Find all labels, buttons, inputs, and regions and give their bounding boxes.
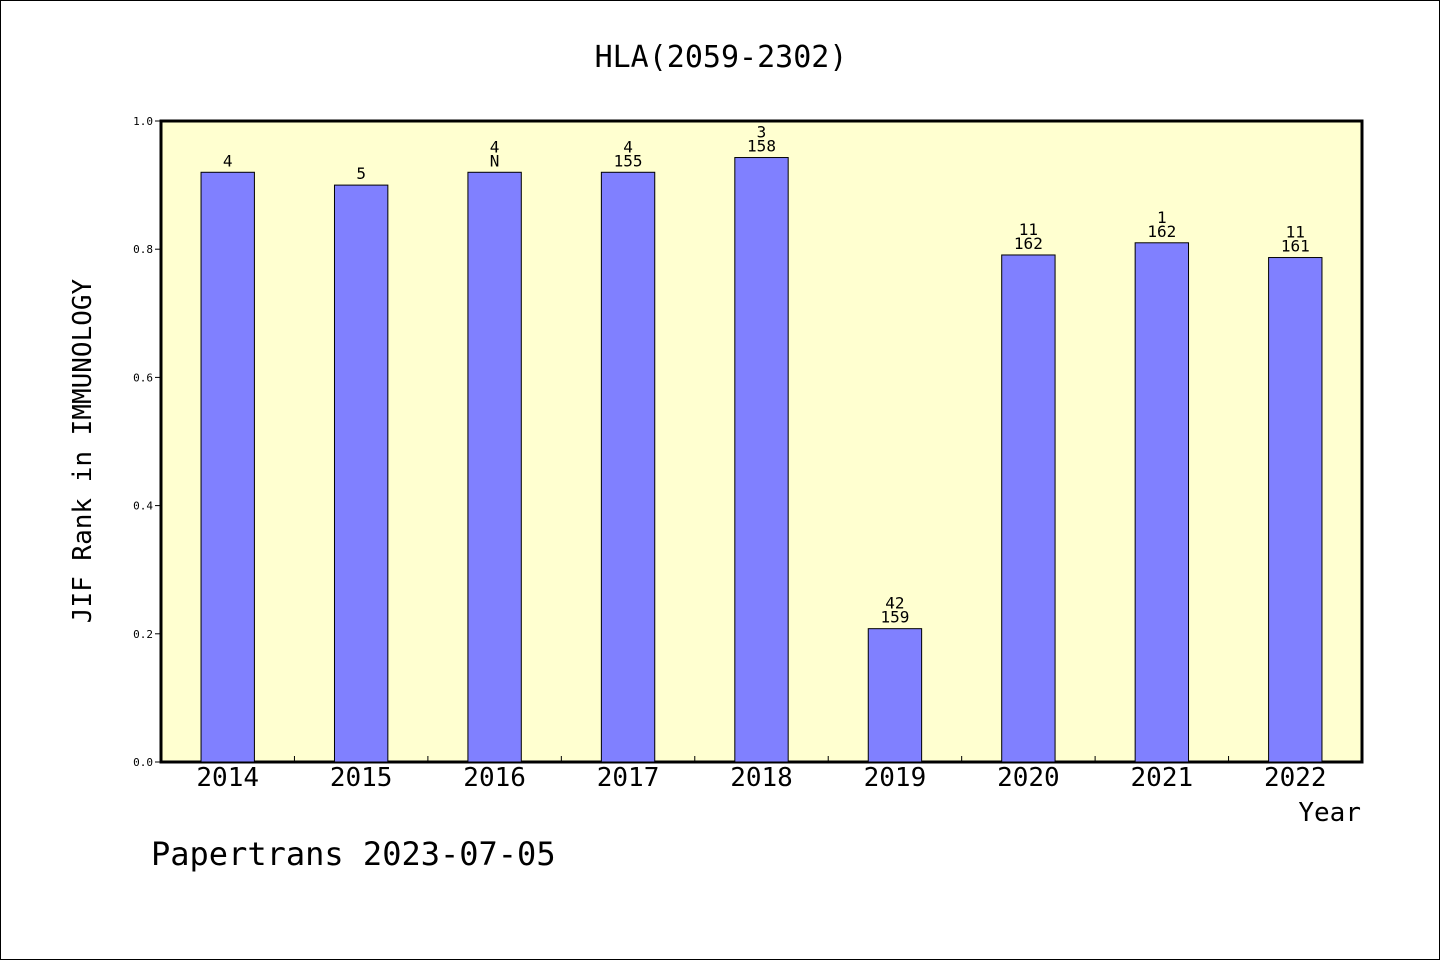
bar-value-label: 162 xyxy=(1014,234,1043,253)
y-tick-label: 0.6 xyxy=(133,371,153,384)
x-tick-label: 2020 xyxy=(997,763,1060,793)
x-tick-label: 2015 xyxy=(330,763,393,793)
y-tick-label: 0.8 xyxy=(133,243,153,256)
y-tick-label: 0.2 xyxy=(133,628,153,641)
x-tick-label: 2014 xyxy=(196,763,259,793)
bar-2014 xyxy=(200,171,255,763)
bar-value-label: 1 xyxy=(1157,208,1167,227)
bar-value-label: 4 xyxy=(623,137,633,156)
x-tick-label: 2018 xyxy=(730,763,793,793)
x-tick-label: 2016 xyxy=(463,763,526,793)
x-axis-label: Year xyxy=(1298,798,1361,828)
bar-value-label: 162 xyxy=(1147,222,1176,241)
bar-value-label: N xyxy=(490,151,500,170)
bar-value-label: 4 xyxy=(223,151,233,170)
y-axis: 0.0 0.2 0.4 0.6 0.8 1.0 xyxy=(133,115,161,769)
x-tick-label: 2021 xyxy=(1131,763,1194,793)
bar-value-label: 155 xyxy=(614,151,643,170)
bar-value-label: 161 xyxy=(1281,237,1310,256)
chart-title: HLA(2059-2302) xyxy=(595,40,848,75)
bar-value-label: 158 xyxy=(747,137,776,156)
x-tick-label: 2019 xyxy=(864,763,927,793)
bar-value-label: 4 xyxy=(490,137,500,156)
bar-2022 xyxy=(1268,257,1323,763)
x-tick-label: 2022 xyxy=(1264,763,1327,793)
footer-credit: Papertrans 2023-07-05 xyxy=(151,835,556,873)
y-axis-label: JIF Rank in IMMUNOLOGY xyxy=(68,278,98,623)
bar-value-label: 159 xyxy=(880,608,909,627)
bar-value-label: 11 xyxy=(1019,220,1038,239)
bar-2019 xyxy=(867,628,923,763)
y-tick-label: 1.0 xyxy=(133,115,153,128)
y-tick-label: 0.4 xyxy=(133,500,153,513)
y-tick-label: 0.0 xyxy=(133,756,153,769)
x-tick-label: 2017 xyxy=(597,763,660,793)
bar-value-label: 5 xyxy=(356,164,366,183)
bar-value-label: 3 xyxy=(757,123,767,142)
bar-2020 xyxy=(1001,254,1056,763)
x-axis: 2014 2015 2016 2017 2018 2019 2020 2021 2022 xyxy=(196,756,1327,793)
bar-2015 xyxy=(333,184,389,763)
bar-2021 xyxy=(1134,242,1190,763)
bar-2018 xyxy=(734,157,789,763)
bar-value-label: 42 xyxy=(885,594,904,613)
bar-2017 xyxy=(600,171,656,763)
bar-2016 xyxy=(467,171,522,763)
bar-value-label: 11 xyxy=(1286,223,1305,242)
